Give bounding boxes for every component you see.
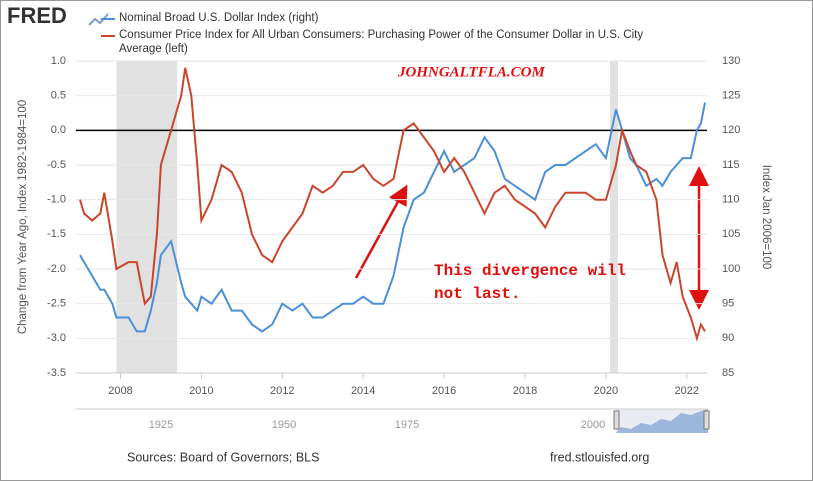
navigator-handle[interactable] xyxy=(703,410,710,430)
y-axis-label: Change from Year Ago, Index 1982-1984=10… xyxy=(17,100,29,334)
navigator-label: 2000 xyxy=(581,419,605,431)
x-tick-label: 2014 xyxy=(351,385,375,397)
y2-tick-label: 100 xyxy=(722,263,740,275)
y-tick-label: -1.5 xyxy=(47,228,66,240)
y-tick-label: -3.0 xyxy=(47,332,66,344)
watermark: JOHNGALTFLA.COM xyxy=(397,64,545,80)
x-tick-label: 2012 xyxy=(270,385,294,397)
series-line xyxy=(79,67,706,342)
y2-tick-label: 85 xyxy=(722,367,734,379)
y-tick-label: 0.0 xyxy=(51,124,66,136)
plot xyxy=(76,60,707,379)
x-tick-label: 2008 xyxy=(108,385,132,397)
y2-tick-label: 90 xyxy=(722,332,734,344)
x-tick-label: 2022 xyxy=(675,385,699,397)
navigator-area xyxy=(616,409,708,433)
navigator-handle[interactable] xyxy=(613,410,620,430)
x-tick-label: 2020 xyxy=(594,385,618,397)
y2-tick-label: 120 xyxy=(722,124,740,136)
y2-tick-label: 115 xyxy=(722,159,740,171)
x-tick-label: 2016 xyxy=(432,385,456,397)
legend-swatch xyxy=(101,18,115,20)
x-tick-label: 2010 xyxy=(189,385,213,397)
legend-swatch xyxy=(101,35,115,37)
annotation: not last. xyxy=(434,285,520,303)
y-tick-label: -2.5 xyxy=(47,298,66,310)
navigator-label: 1950 xyxy=(272,419,296,431)
y2-tick-label: 95 xyxy=(722,298,734,310)
legend-entry: Consumer Price Index for All Urban Consu… xyxy=(119,29,644,55)
arrow xyxy=(354,184,408,279)
y2-tick-label: 105 xyxy=(722,228,740,240)
y2-tick-label: 110 xyxy=(722,194,740,206)
legend-entry: Nominal Broad U.S. Dollar Index (right) xyxy=(119,12,319,24)
y-tick-label: -2.0 xyxy=(47,263,66,275)
y-tick-label: -3.5 xyxy=(47,367,66,379)
y-tick-label: -0.5 xyxy=(47,159,66,171)
source: Sources: Board of Governors; BLS xyxy=(127,450,319,464)
site: fred.stlouisfed.org xyxy=(550,450,649,464)
x-tick-label: 2018 xyxy=(513,385,537,397)
recession-band xyxy=(609,61,619,373)
y-tick-label: -1.0 xyxy=(47,194,66,206)
y2-axis-label: Index Jan 2006=100 xyxy=(760,165,772,270)
y-tick-label: 1.0 xyxy=(51,55,66,67)
y2-tick-label: 130 xyxy=(722,55,740,67)
annotation: This divergence will xyxy=(434,262,626,280)
y2-tick-label: 125 xyxy=(722,90,740,102)
navigator-label: 1925 xyxy=(149,419,173,431)
logo: FRED xyxy=(7,3,67,28)
navigator-label: 1975 xyxy=(395,419,419,431)
y-tick-label: 0.5 xyxy=(51,90,66,102)
